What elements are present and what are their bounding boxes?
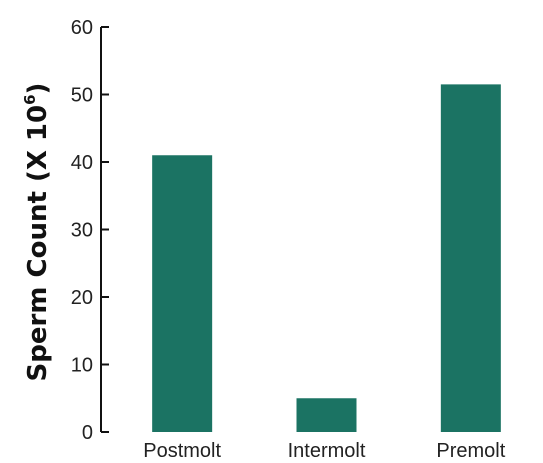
bar-postmolt — [152, 155, 213, 432]
y-tick-label: 20 — [71, 287, 93, 309]
y-tick-label: 40 — [71, 152, 93, 174]
y-tick-label: 50 — [71, 85, 93, 107]
y-axis-title: Sperm Count (X 106) — [21, 83, 53, 382]
y-tick-label: 10 — [71, 355, 93, 377]
y-tick-label: 30 — [71, 220, 93, 242]
x-tick-label: Premolt — [436, 440, 505, 462]
y-axis: 0 10 20 30 40 50 60 — [71, 17, 109, 444]
y-axis-title-close: ) — [23, 83, 53, 95]
y-tick-label: 0 — [82, 422, 93, 444]
y-axis-title-main: Sperm Count (X 10 — [23, 105, 53, 382]
x-tick-label: Intermolt — [288, 440, 366, 462]
bars — [152, 84, 501, 432]
x-tick-label: Postmolt — [143, 440, 221, 462]
y-axis-title-exponent: 6 — [21, 94, 39, 104]
y-tick-label: 60 — [71, 17, 93, 39]
bar-intermolt — [296, 398, 357, 432]
x-axis-labels: Postmolt Intermolt Premolt — [143, 440, 505, 462]
bar-premolt — [440, 84, 501, 432]
